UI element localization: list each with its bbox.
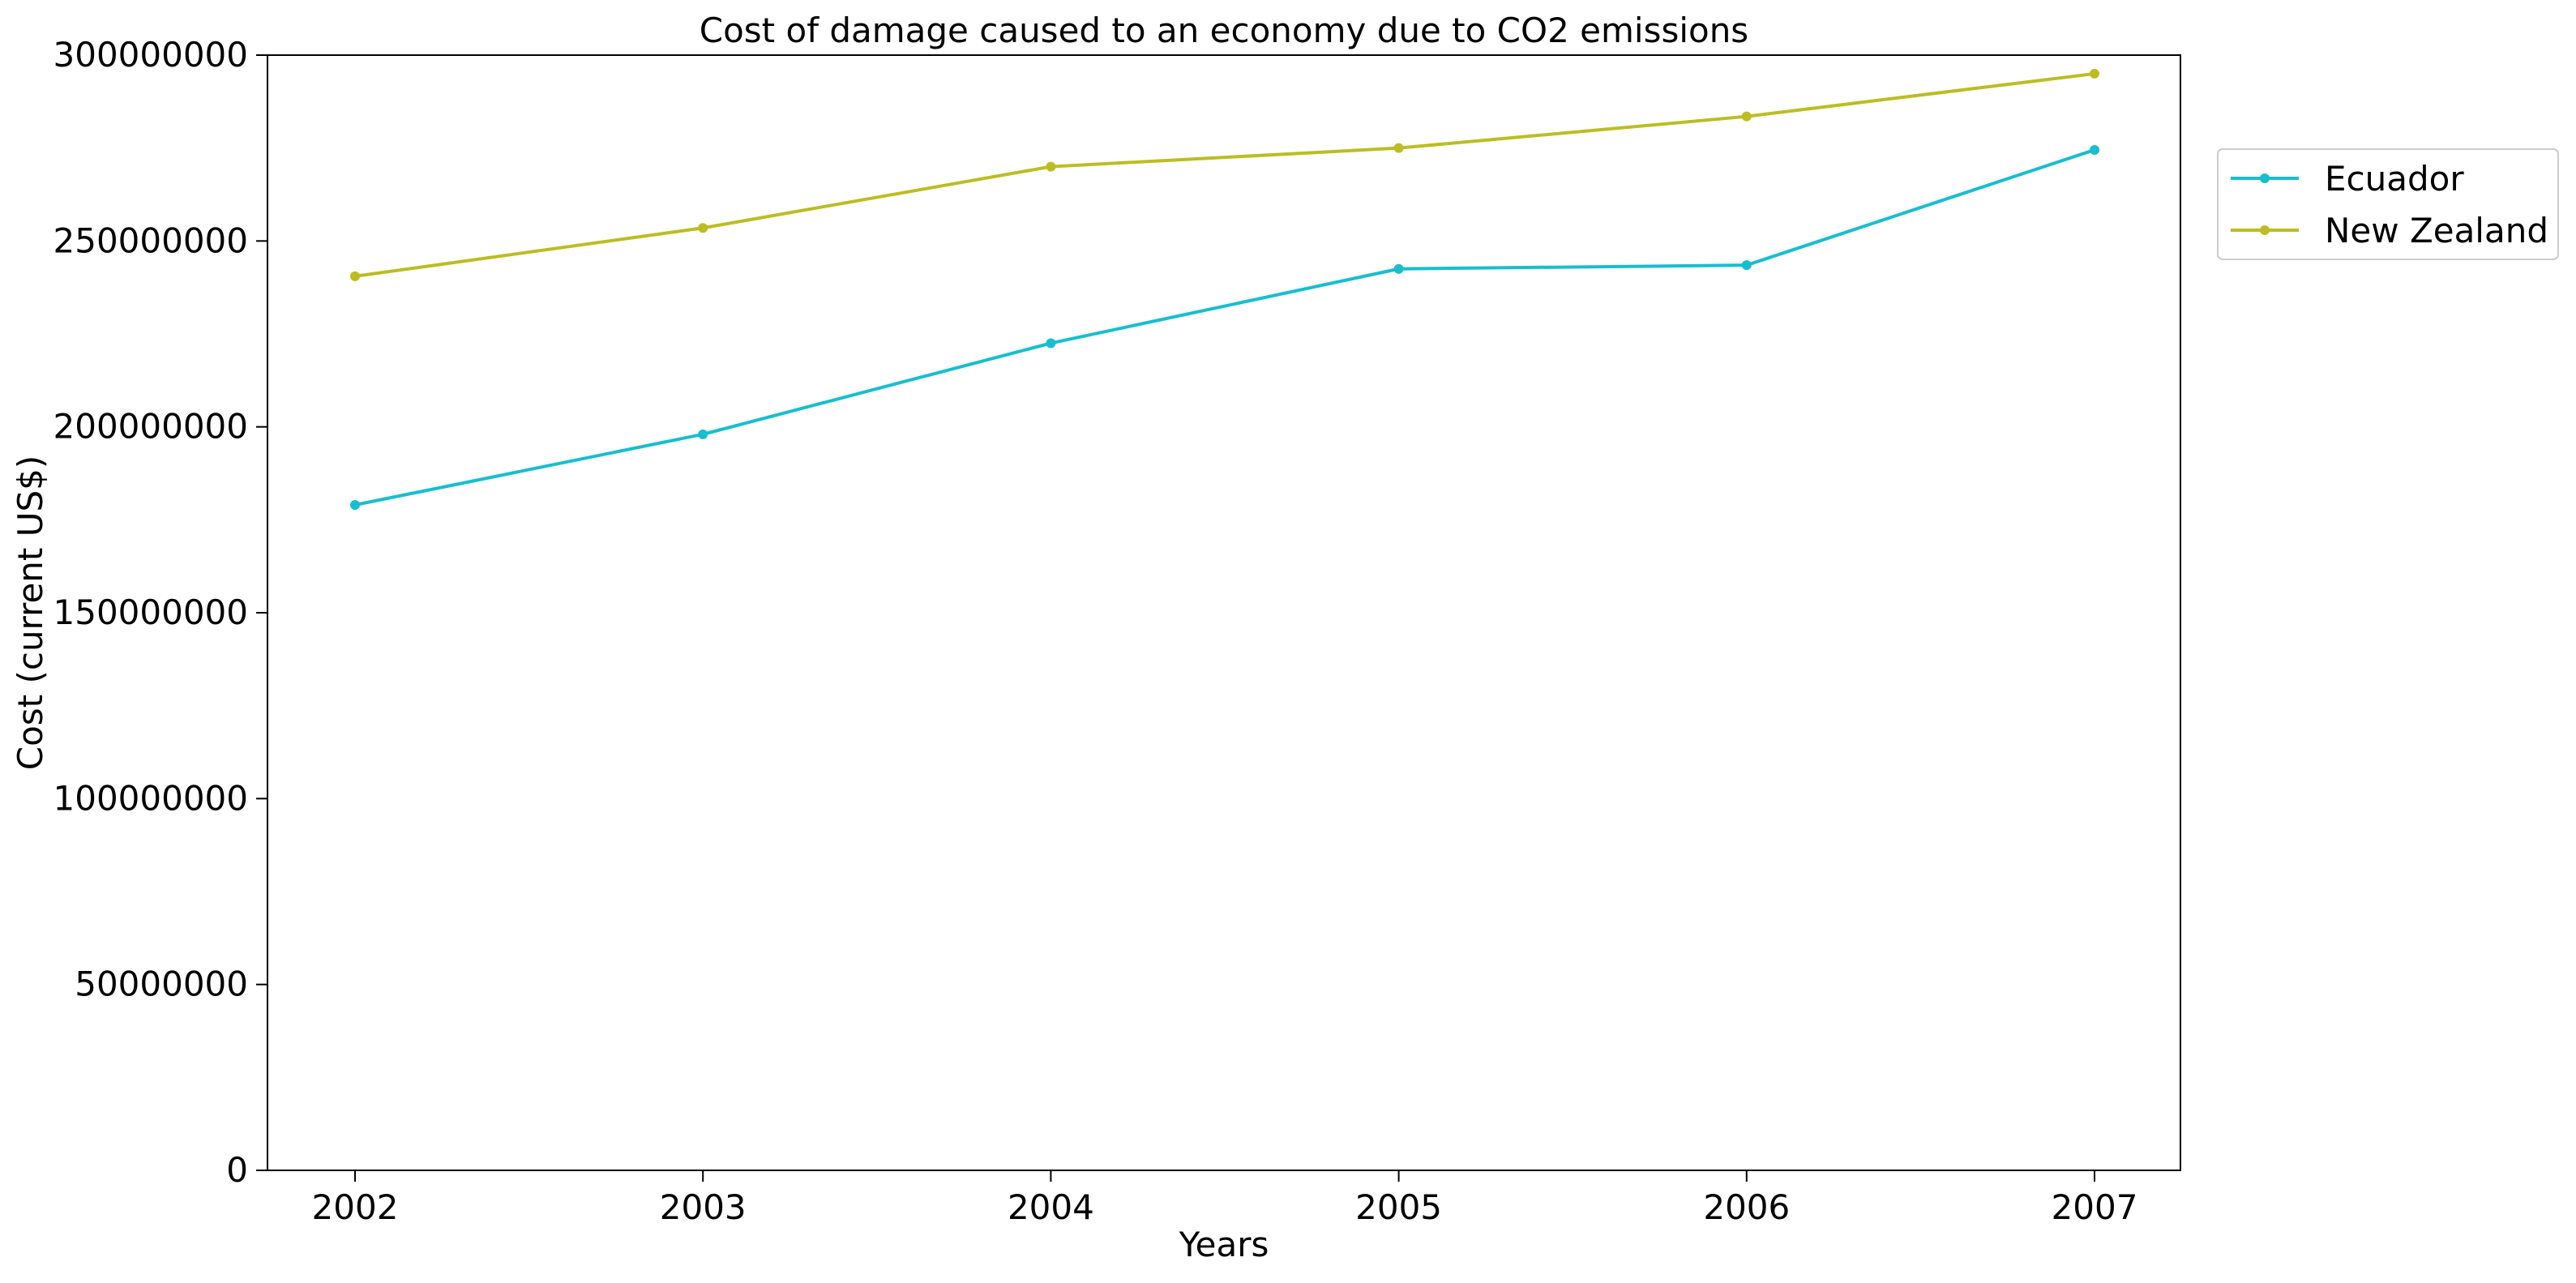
x-tick-label: 2002 [312,1187,399,1227]
legend-marker-ecuador [2260,173,2270,183]
series-line-ecuador [354,148,2095,507]
y-tick-label: 250000000 [53,220,249,260]
data-point-new-zealand [1393,143,1404,153]
series-line-new-zealand [354,71,2095,278]
data-point-new-zealand [1046,161,1056,172]
legend-label-new-zealand: New Zealand [2325,211,2548,250]
data-point-ecuador [1393,263,1404,274]
data-point-ecuador [1046,338,1056,349]
y-tick-label: 0 [226,1150,248,1190]
y-tick-label: 300000000 [53,35,249,75]
y-tick-label: 100000000 [53,778,249,818]
y-axis-title: Cost (current US$) [11,455,50,770]
data-point-ecuador [2090,144,2099,155]
data-point-new-zealand [698,223,708,233]
y-tick-label: 150000000 [53,592,249,632]
chart-title: Cost of damage caused to an economy due … [700,11,1748,50]
data-point-new-zealand [2090,68,2099,79]
data-point-new-zealand [1741,111,1752,122]
x-tick-label: 2006 [1703,1187,1790,1227]
legend-marker-new-zealand [2260,225,2270,235]
y-axis: 0 50000000 100000000 150000000 200000000 2500… [53,35,267,1190]
data-point-ecuador [350,499,360,510]
x-tick-label: 2007 [2052,1187,2138,1227]
x-axis-title: Years [1179,1225,1269,1264]
data-point-ecuador [1741,260,1752,271]
legend-label-ecuador: Ecuador [2325,159,2464,199]
x-tick-label: 2004 [1008,1187,1094,1227]
data-point-ecuador [698,429,708,439]
legend-frame [2217,148,2559,260]
x-tick-label: 2005 [1355,1187,1442,1227]
series-layer [350,68,2099,510]
data-point-new-zealand [350,271,360,281]
x-axis: 2002 2003 2004 2005 2006 2007 [312,1170,2138,1227]
plot-frame [267,54,2181,1171]
y-tick-label: 50000000 [75,964,248,1004]
legend: Ecuador New Zealand [2217,148,2559,260]
x-tick-label: 2003 [660,1187,747,1227]
y-tick-label: 200000000 [53,407,249,447]
